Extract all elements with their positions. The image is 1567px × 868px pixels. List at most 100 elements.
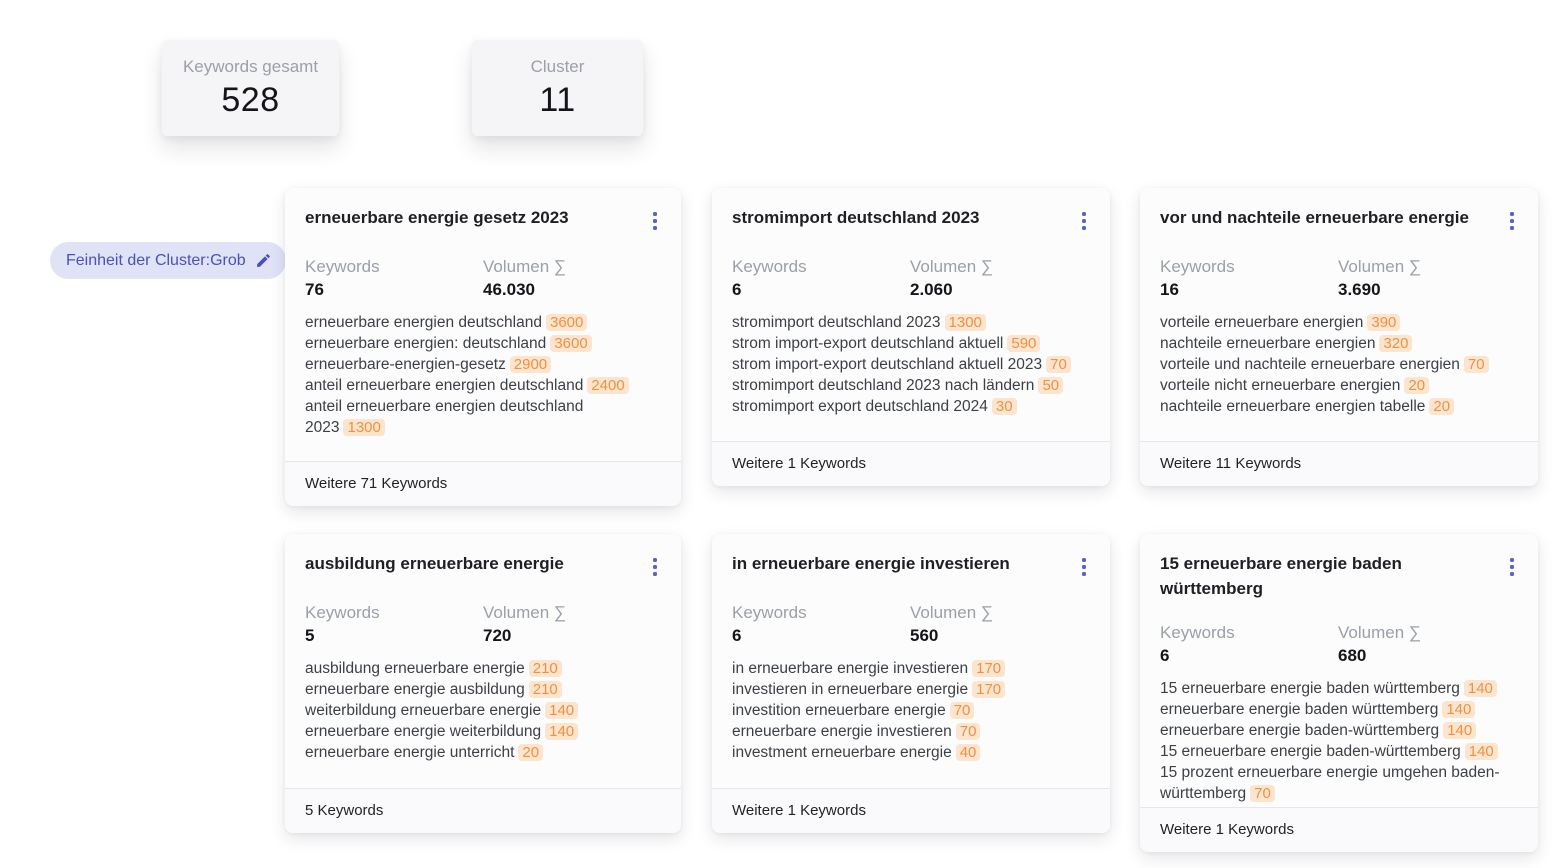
volume-sum: 46.030 [483, 280, 535, 299]
keyword-volume-badge: 40 [955, 744, 981, 761]
keyword-text: strom import-export deutschland aktuell [732, 335, 1004, 352]
cluster-card: stromimport deutschland 2023 Keywords 6 … [712, 188, 1110, 486]
keyword-volume-badge: 2400 [587, 377, 629, 394]
keyword-item: stromimport deutschland 2023 1300 [732, 312, 1090, 333]
keywords-count: 5 [305, 626, 315, 645]
cluster-card: erneuerbare energie gesetz 2023 Keywords… [285, 188, 681, 506]
keyword-text: 15 prozent erneuerbare energie umgehen b… [1160, 764, 1500, 802]
cluster-stats: Keywords 5 Volumen ∑ 720 [285, 603, 681, 646]
keyword-text: erneuerbare energien: deutschland [305, 335, 547, 352]
keyword-item: erneuerbare energie unterricht 20 [305, 742, 661, 763]
more-menu-button[interactable] [1070, 207, 1098, 235]
cluster-title: ausbildung erneuerbare energie [305, 554, 564, 573]
keyword-volume-badge: 140 [545, 723, 579, 740]
kebab-menu-icon [1510, 212, 1514, 230]
keyword-item: investment erneuerbare energie 40 [732, 742, 1090, 763]
more-menu-button[interactable] [1070, 553, 1098, 581]
cluster-title: 15 erneuerbare energie baden württemberg [1160, 554, 1402, 598]
keyword-text: vorteile und nachteile erneuerbare energ… [1160, 356, 1460, 373]
cluster-title: erneuerbare energie gesetz 2023 [305, 208, 569, 227]
kebab-menu-icon [1082, 212, 1086, 230]
keyword-item: nachteile erneuerbare energien 320 [1160, 333, 1518, 354]
keyword-text: vorteile nicht erneuerbare energien [1160, 377, 1401, 394]
kebab-menu-icon [1510, 558, 1514, 576]
keyword-item: 15 prozent erneuerbare energie umgehen b… [1160, 762, 1518, 804]
more-menu-button[interactable] [1498, 553, 1526, 581]
keywords-count: 6 [1160, 646, 1170, 665]
keyword-text: nachteile erneuerbare energien [1160, 335, 1376, 352]
cluster-footer-button[interactable]: Weitere 1 Keywords [712, 441, 1110, 486]
cluster-footer-button[interactable]: Weitere 71 Keywords [285, 461, 681, 506]
keyword-item: anteil erneuerbare energien deutschland … [305, 396, 661, 438]
keyword-volume-badge: 210 [528, 660, 562, 677]
keyword-text: erneuerbare energie ausbildung [305, 681, 525, 698]
keyword-volume-badge: 140 [1443, 722, 1477, 739]
keywords-label: Keywords [305, 257, 380, 276]
cluster-card-header: ausbildung erneuerbare energie [285, 534, 681, 581]
keyword-text: 15 erneuerbare energie baden württemberg [1160, 680, 1460, 697]
volume-sum: 560 [910, 626, 939, 645]
keyword-text: weiterbildung erneuerbare energie [305, 702, 542, 719]
cluster-card-header: erneuerbare energie gesetz 2023 [285, 188, 681, 235]
keywords-count: 6 [732, 626, 742, 645]
cluster-card: in erneuerbare energie investieren Keywo… [712, 534, 1110, 833]
keyword-item: erneuerbare energien: deutschland 3600 [305, 333, 661, 354]
keyword-text: erneuerbare-energien-gesetz [305, 356, 506, 373]
keyword-text: 15 erneuerbare energie baden-württemberg [1160, 743, 1461, 760]
stat-value: 11 [539, 80, 576, 119]
keyword-volume-badge: 30 [991, 398, 1017, 415]
keyword-volume-badge: 20 [1429, 398, 1455, 415]
cluster-footer-button[interactable]: Weitere 11 Keywords [1140, 441, 1538, 486]
keyword-item: erneuerbare energie baden württemberg 140 [1160, 699, 1518, 720]
keyword-volume-badge: 590 [1007, 335, 1041, 352]
keyword-list: in erneuerbare energie investieren 170 inv… [712, 658, 1110, 763]
keyword-item: vorteile und nachteile erneuerbare energ… [1160, 354, 1518, 375]
volume-label: Volumen ∑ [910, 603, 993, 622]
cluster-stats: Keywords 6 Volumen ∑ 680 [1140, 623, 1538, 666]
keyword-item: in erneuerbare energie investieren 170 [732, 658, 1090, 679]
cluster-title: in erneuerbare energie investieren [732, 554, 1010, 573]
keyword-item: erneuerbare energie ausbildung 210 [305, 679, 661, 700]
cluster-stats: Keywords 76 Volumen ∑ 46.030 [285, 257, 681, 300]
cluster-card: vor und nachteile erneuerbare energie Ke… [1140, 188, 1538, 486]
keyword-item: anteil erneuerbare energien deutschland 2… [305, 375, 661, 396]
keyword-volume-badge: 70 [955, 723, 981, 740]
keywords-label: Keywords [305, 603, 380, 622]
cluster-footer-button[interactable]: Weitere 1 Keywords [712, 788, 1110, 833]
keyword-item: weiterbildung erneuerbare energie 140 [305, 700, 661, 721]
keyword-text: investment erneuerbare energie [732, 744, 952, 761]
volume-sum: 3.690 [1338, 280, 1381, 299]
kebab-menu-icon [653, 558, 657, 576]
keyword-text: investieren in erneuerbare energie [732, 681, 969, 698]
keyword-item: 15 erneuerbare energie baden württemberg… [1160, 678, 1518, 699]
kebab-menu-icon [653, 212, 657, 230]
keyword-list: erneuerbare energien deutschland 3600 erne… [285, 312, 681, 438]
keyword-text: vorteile erneuerbare energien [1160, 314, 1364, 331]
keywords-label: Keywords [1160, 257, 1235, 276]
keyword-text: erneuerbare energie investieren [732, 723, 952, 740]
keyword-text: stromimport deutschland 2023 [732, 314, 941, 331]
pencil-icon[interactable] [255, 252, 272, 269]
keyword-text: stromimport deutschland 2023 nach länder… [732, 377, 1035, 394]
cluster-footer-button[interactable]: Weitere 1 Keywords [1140, 807, 1538, 852]
stat-card-keywords-total: Keywords gesamt 528 [162, 40, 339, 136]
keyword-volume-badge: 1300 [343, 419, 385, 436]
keyword-item: ausbildung erneuerbare energie 210 [305, 658, 661, 679]
keyword-volume-badge: 3600 [550, 335, 592, 352]
keyword-item: 15 erneuerbare energie baden-württemberg… [1160, 741, 1518, 762]
keyword-item: stromimport deutschland 2023 nach länder… [732, 375, 1090, 396]
keywords-count: 16 [1160, 280, 1179, 299]
keyword-volume-badge: 70 [949, 702, 975, 719]
chip-label: Feinheit der Cluster:Grob [66, 251, 246, 269]
keyword-volume-badge: 20 [1404, 377, 1430, 394]
keyword-item: strom import-export deutschland aktuell … [732, 354, 1090, 375]
cluster-footer-button[interactable]: 5 Keywords [285, 788, 681, 833]
cluster-stats: Keywords 16 Volumen ∑ 3.690 [1140, 257, 1538, 300]
keyword-list: 15 erneuerbare energie baden württemberg… [1140, 678, 1538, 804]
more-menu-button[interactable] [1498, 207, 1526, 235]
cluster-card: 15 erneuerbare energie baden württemberg… [1140, 534, 1538, 852]
more-menu-button[interactable] [641, 207, 669, 235]
cluster-granularity-chip[interactable]: Feinheit der Cluster:Grob [50, 242, 286, 279]
more-menu-button[interactable] [641, 553, 669, 581]
